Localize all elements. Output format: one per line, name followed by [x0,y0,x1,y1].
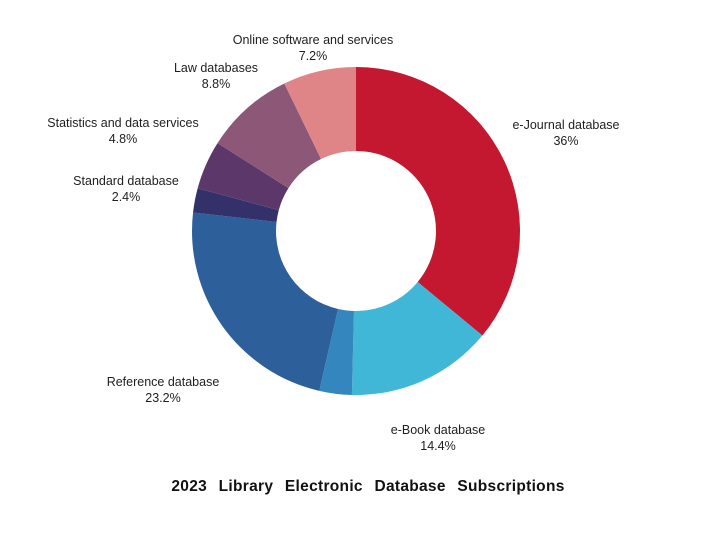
slice-law-databases [217,83,322,189]
slice-label-pct: 2.4% [111,190,141,204]
slice-label-pct: 8.8% [201,77,231,91]
slice-label-e-book-database: e-Book database 14.4% [391,422,486,454]
slice-label-name: Statistics and data services [47,116,199,130]
slice-label-pct: 7.2% [298,49,328,63]
chart-title: 2023 Library Electronic Database Subscri… [171,478,565,495]
slice-e-book-database [351,281,483,395]
slice-label-reference-database: Reference database 23.2% [107,374,220,406]
slice-label-pct: 14.4% [420,439,456,453]
slice-online-software-and-services [284,67,356,160]
slice-label-name: e-Journal database [512,118,620,132]
slice-unlabeled-segment [319,308,354,395]
slice-label-standard-database: Standard database 2.4% [73,173,179,205]
slice-label-law-databases: Law databases 8.8% [174,60,258,92]
slice-standard-database [193,188,279,222]
slice-reference-database [192,212,339,391]
slice-label-statistics-and-data-services: Statistics and data services 4.8% [47,115,198,147]
slice-label-name: Online software and services [232,33,394,47]
slice-label-e-journal-database: e-Journal database 36% [512,117,619,149]
slice-label-name: Reference database [106,375,220,389]
slice-label-name: Law databases [173,61,259,75]
slice-label-pct: 4.8% [108,132,138,146]
slice-label-name: e-Book database [390,423,486,437]
slice-label-pct: 36% [553,134,579,148]
slice-label-pct: 23.2% [145,391,181,405]
slice-label-name: Standard database [73,174,179,188]
slice-e-journal-database [356,67,520,336]
slice-statistics-and-data-services [197,143,289,211]
slice-label-online-software-and-services: Online software and services 7.2% [233,32,394,64]
